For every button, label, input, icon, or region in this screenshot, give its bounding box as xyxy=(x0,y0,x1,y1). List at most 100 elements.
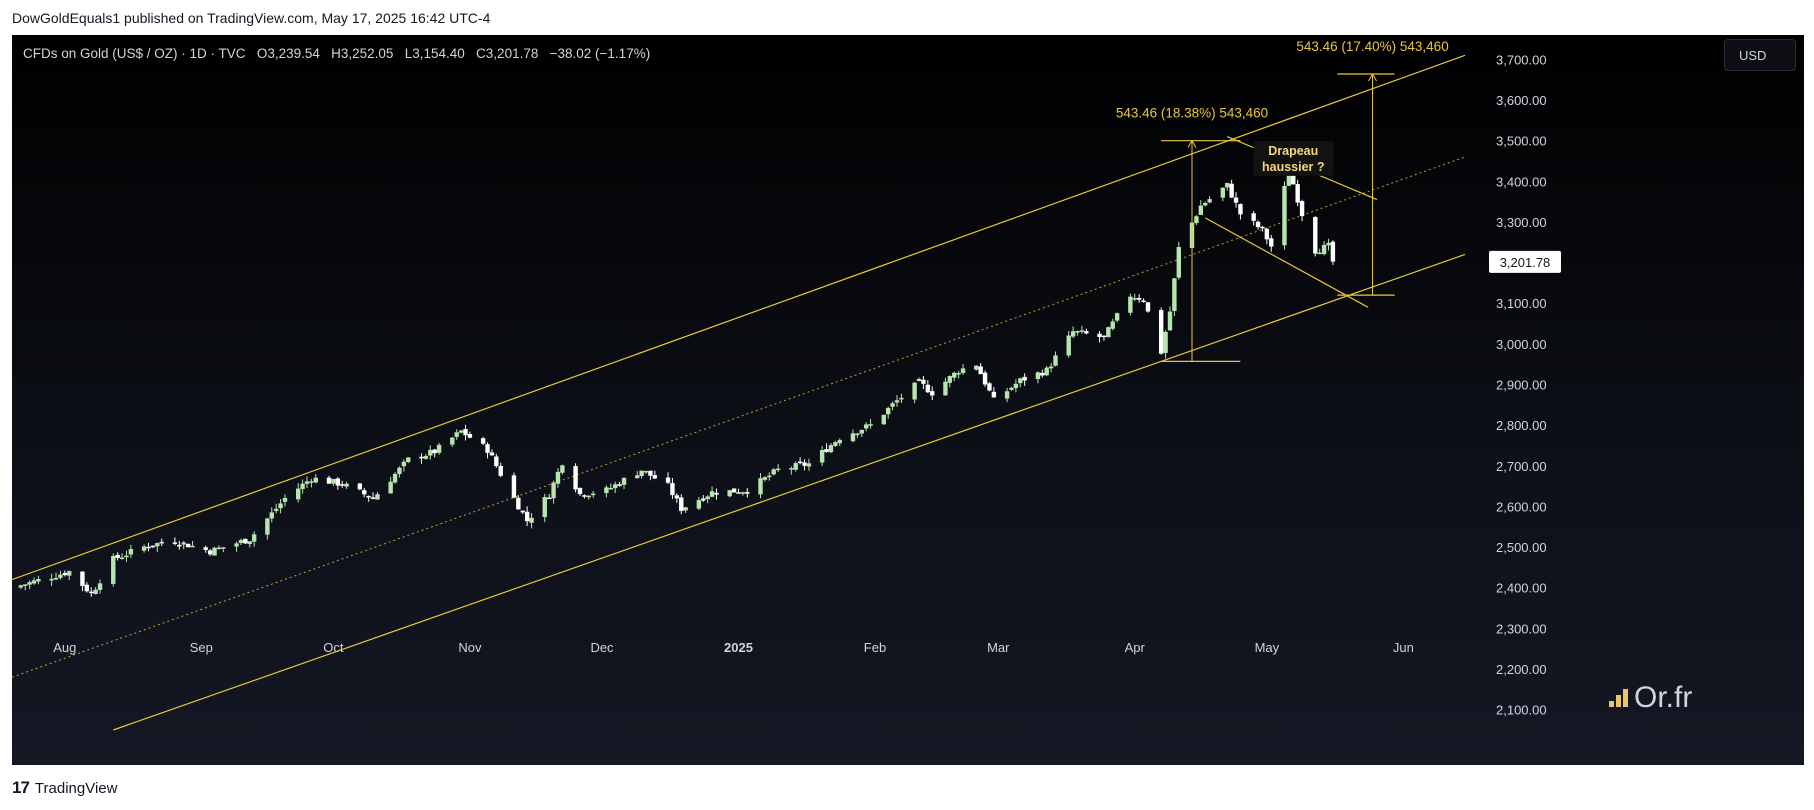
candle-body xyxy=(27,582,32,585)
y-tick-label: 3,000.00 xyxy=(1496,337,1547,352)
candle-body xyxy=(388,481,393,494)
y-tick-label: 2,700.00 xyxy=(1496,459,1547,474)
candle-body xyxy=(828,445,834,453)
candle-body xyxy=(1141,300,1146,303)
candle-body xyxy=(128,549,134,555)
candle-body xyxy=(450,437,455,445)
y-tick-label: 3,400.00 xyxy=(1496,174,1547,189)
candle-body xyxy=(428,449,433,456)
candle-body xyxy=(885,407,891,415)
candle-body xyxy=(890,403,895,407)
candle-body xyxy=(216,547,222,550)
change-value: −38.02 (−1.17%) xyxy=(549,46,651,61)
candle-body xyxy=(1013,383,1019,389)
candle-body xyxy=(221,547,226,549)
candle-body xyxy=(251,534,257,542)
channel-middle-line xyxy=(12,156,1466,678)
candle-body xyxy=(943,381,948,396)
candle-body xyxy=(111,555,116,584)
footer-brand[interactable]: TradingView xyxy=(34,779,118,797)
candle-body xyxy=(454,432,459,437)
candle-body xyxy=(736,492,741,494)
candle-body xyxy=(207,550,213,555)
annotation-text: Drapeau xyxy=(1268,144,1318,158)
high-value: H3,252.05 xyxy=(331,46,394,61)
candle-body xyxy=(1110,321,1115,329)
candle-body xyxy=(652,475,658,479)
candle-body xyxy=(247,541,252,545)
candle-body xyxy=(824,449,829,453)
candle-body xyxy=(1321,244,1327,255)
candle-body xyxy=(1282,185,1287,246)
price-chart[interactable]: 2,100.00 2,200.00 2,300.00 2,400.00 2,500.00… xyxy=(12,35,1804,765)
x-tick-label: Mar xyxy=(987,640,1010,655)
candle-body xyxy=(727,490,732,497)
candle-body xyxy=(172,542,178,544)
candle-body xyxy=(155,543,160,547)
candle-body xyxy=(789,468,794,470)
candle-body xyxy=(49,578,54,581)
candle-body xyxy=(793,463,798,470)
candle-body xyxy=(1128,296,1133,313)
orfr-logo: Or.fr xyxy=(1609,681,1692,715)
tradingview-logo-icon: 17 xyxy=(12,778,30,797)
candle-body xyxy=(309,481,314,483)
candle-body xyxy=(1194,216,1199,224)
candle-body xyxy=(925,384,931,393)
candle-body xyxy=(621,477,627,485)
candle-body xyxy=(771,469,776,475)
candle-body xyxy=(590,493,596,496)
candle-body xyxy=(1299,201,1305,217)
last-price-badge xyxy=(1489,250,1561,273)
candle-body xyxy=(300,483,305,489)
candle-body xyxy=(62,573,68,576)
candle-body xyxy=(1225,182,1230,188)
candle-body xyxy=(331,479,336,484)
currency-button[interactable]: USD xyxy=(1724,39,1796,71)
candle-body xyxy=(203,547,208,550)
candle-body xyxy=(524,511,530,522)
candle-body xyxy=(458,430,464,433)
y-tick-label: 3,600.00 xyxy=(1496,93,1547,108)
candle-body xyxy=(23,584,28,586)
candle-body xyxy=(956,373,961,375)
candle-body xyxy=(1163,331,1168,353)
candle-body xyxy=(696,500,702,509)
candle-body xyxy=(604,487,609,494)
y-tick-label: 3,500.00 xyxy=(1496,134,1547,149)
candle-body xyxy=(1260,226,1265,229)
chart-panel[interactable]: 2,100.00 2,200.00 2,300.00 2,400.00 2,500.00… xyxy=(12,35,1804,765)
candle-body xyxy=(406,457,411,463)
candle-body xyxy=(265,518,270,535)
candle-body xyxy=(960,368,966,374)
candle-body xyxy=(899,397,904,400)
candle-body xyxy=(542,497,547,518)
candle-body xyxy=(679,497,684,511)
last-price-label: 3,201.78 xyxy=(1500,255,1551,270)
candle-body xyxy=(119,557,125,559)
candle-body xyxy=(146,546,151,549)
candle-body xyxy=(313,477,319,483)
x-tick-label: Sep xyxy=(190,640,213,655)
candle-body xyxy=(930,391,935,396)
candle-body xyxy=(1053,355,1058,366)
y-tick-label: 2,100.00 xyxy=(1496,703,1547,718)
candle-body xyxy=(639,470,644,477)
candle-body xyxy=(366,495,371,498)
candle-body xyxy=(520,510,525,513)
candle-body xyxy=(916,379,922,382)
symbol-title[interactable]: CFDs on Gold (US$ / OZ) · 1D · TVC xyxy=(23,46,246,61)
annotation-text: haussier ? xyxy=(1262,160,1325,174)
candle-body xyxy=(511,475,517,498)
candle-body xyxy=(401,461,407,467)
annotation-box xyxy=(1253,140,1334,176)
candle-body xyxy=(397,467,402,474)
candle-body xyxy=(775,468,781,471)
candle-body xyxy=(423,455,429,459)
candle-body xyxy=(177,544,182,547)
channel-upper-line xyxy=(12,54,1466,581)
candle-body xyxy=(991,391,997,398)
x-tick-label: May xyxy=(1255,640,1280,655)
candle-body xyxy=(978,366,983,375)
y-tick-label: 2,400.00 xyxy=(1496,581,1547,596)
